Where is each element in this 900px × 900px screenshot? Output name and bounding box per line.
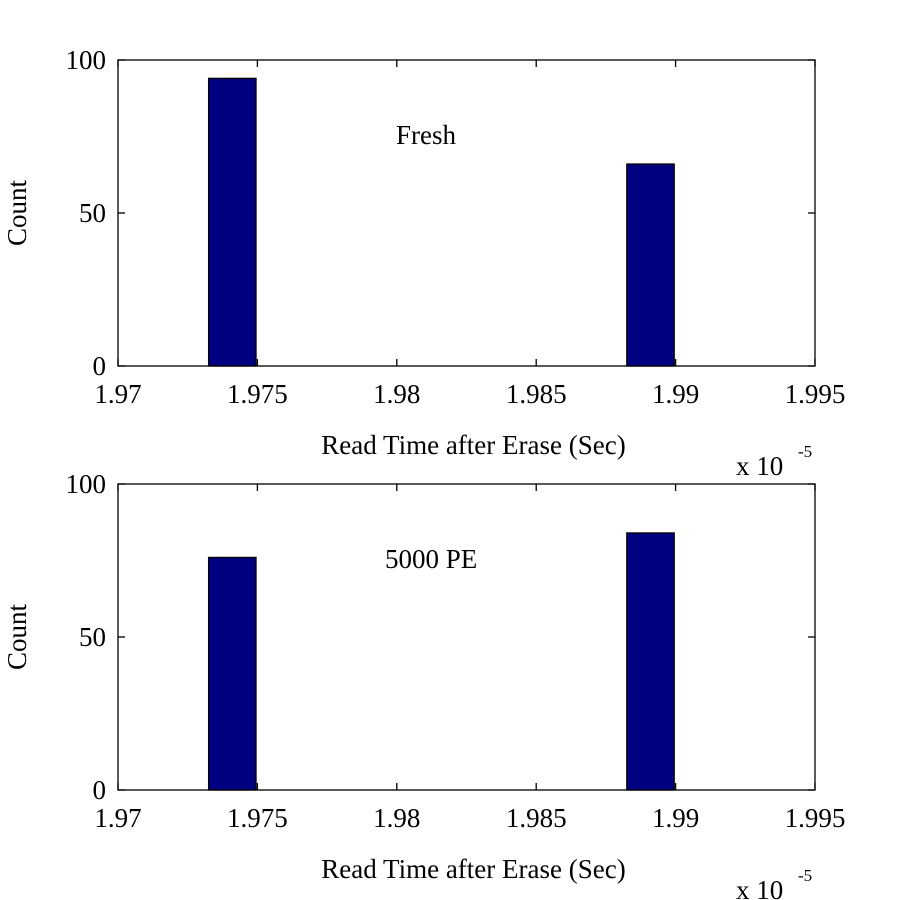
x-tick-label: 1.985	[506, 379, 567, 409]
x-exponent-power: -5	[798, 442, 812, 461]
y-tick-label: 0	[93, 351, 107, 381]
x-exponent-base: x 10	[736, 451, 783, 481]
plot-annotation: Fresh	[396, 120, 456, 150]
chart-panel-1: 1.97 1.975 1.98 1.985 1.99 1.995 0 50 100 Read Ti…	[2, 45, 845, 481]
y-tick-label: 50	[79, 198, 106, 228]
y-tick-label: 50	[79, 622, 106, 652]
x-axis-label: Read Time after Erase (Sec)	[321, 430, 625, 460]
y-tick-label: 100	[66, 45, 107, 75]
x-tick-label: 1.99	[652, 379, 699, 409]
plot-annotation: 5000 PE	[385, 544, 477, 574]
x-tick-label: 1.985	[506, 803, 567, 833]
bar-2	[626, 163, 675, 367]
y-tick-label: 100	[66, 469, 107, 499]
x-exponent-power: -5	[798, 866, 812, 885]
x-tick-label: 1.975	[227, 803, 288, 833]
x-tick-label: 1.975	[227, 379, 288, 409]
bar-1	[207, 77, 257, 367]
bar-1	[207, 556, 257, 791]
y-tick-label: 0	[93, 775, 107, 805]
y-axis-label: Count	[2, 179, 32, 246]
x-tick-label: 1.99	[652, 803, 699, 833]
x-tick-label: 1.995	[785, 379, 846, 409]
x-tick-label: 1.98	[373, 379, 420, 409]
x-tick-label: 1.995	[785, 803, 846, 833]
bar-2	[626, 532, 675, 791]
x-tick-label: 1.98	[373, 803, 420, 833]
x-tick-label: 1.97	[94, 803, 141, 833]
x-axis-label: Read Time after Erase (Sec)	[321, 854, 625, 884]
chart-panel-2: 1.97 1.975 1.98 1.985 1.99 1.995 0 50 100 Read Ti…	[2, 469, 845, 900]
y-axis-label: Count	[2, 603, 32, 670]
x-exponent-base: x 10	[736, 875, 783, 900]
x-tick-label: 1.97	[94, 379, 141, 409]
